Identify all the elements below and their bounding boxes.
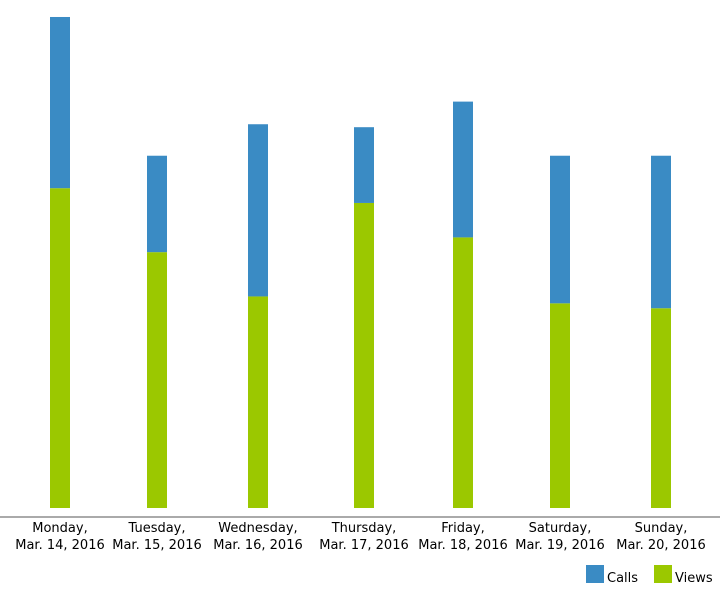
x-tick-label: Saturday, Mar. 19, 2016 [515, 521, 605, 553]
x-tick-label: Friday, Mar. 18, 2016 [418, 521, 508, 553]
bar-views-7 [651, 308, 671, 508]
x-tick-label-line2: Mar. 14, 2016 [15, 538, 105, 553]
x-tick-label-line2: Mar. 18, 2016 [418, 538, 508, 553]
x-tick-label-line1: Wednesday, [218, 521, 297, 536]
x-tick-label: Sunday, Mar. 20, 2016 [616, 521, 706, 553]
x-tick-label: Tuesday, Mar. 15, 2016 [112, 521, 202, 553]
bar-views-4 [354, 202, 374, 508]
x-tick-label-line2: Mar. 17, 2016 [319, 538, 409, 553]
x-tick-label-line1: Monday, [32, 521, 87, 536]
x-tick-labels: Monday, Mar. 14, 2016 Tuesday, Mar. 15, 201… [15, 521, 706, 553]
bar-views-1 [50, 188, 70, 508]
x-tick-label-line1: Thursday, [331, 521, 397, 536]
bars-group [50, 16, 671, 508]
x-tick-label-line2: Mar. 15, 2016 [112, 538, 202, 553]
x-tick-label-line2: Mar. 16, 2016 [213, 538, 303, 553]
bar-views-2 [147, 252, 167, 508]
bar-calls-4 [354, 127, 374, 203]
bar-calls-6 [550, 155, 570, 304]
bar-views-6 [550, 303, 570, 508]
legend-label-views: Views [675, 571, 713, 586]
bar-calls-5 [453, 101, 473, 238]
x-tick-label: Thursday, Mar. 17, 2016 [319, 521, 409, 553]
bar-views-5 [453, 237, 473, 508]
x-tick-label-line2: Mar. 20, 2016 [616, 538, 706, 553]
bar-views-3 [248, 296, 268, 508]
legend: Calls Views [586, 565, 713, 586]
x-tick-label-line1: Friday, [441, 521, 485, 536]
x-tick-label: Monday, Mar. 14, 2016 [15, 521, 105, 553]
x-tick-label-line2: Mar. 19, 2016 [515, 538, 605, 553]
bar-calls-7 [651, 155, 671, 309]
legend-swatch-calls [586, 565, 604, 583]
x-tick-label-line1: Tuesday, [127, 521, 185, 536]
x-tick-label-line1: Sunday, [635, 521, 688, 536]
legend-swatch-views [654, 565, 672, 583]
bar-calls-2 [147, 155, 167, 253]
x-tick-label: Wednesday, Mar. 16, 2016 [213, 521, 303, 553]
x-tick-label-line1: Saturday, [529, 521, 592, 536]
bar-calls-1 [50, 16, 70, 189]
legend-label-calls: Calls [607, 571, 638, 586]
bar-calls-3 [248, 124, 268, 297]
